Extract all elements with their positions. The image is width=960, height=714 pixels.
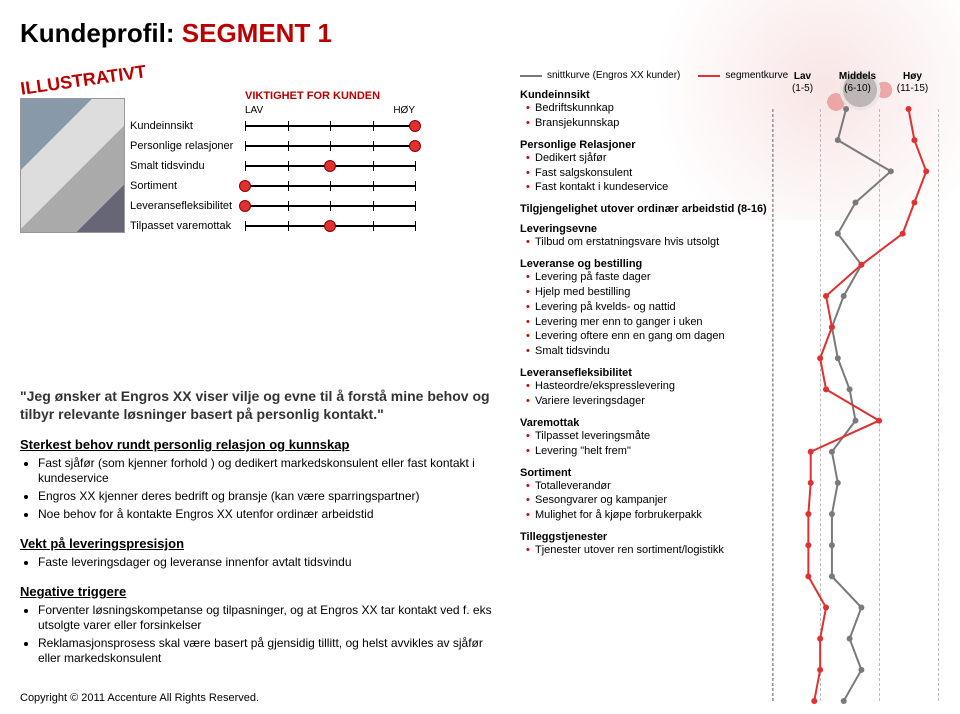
category-item: Fast salgskonsulent (526, 166, 770, 181)
importance-scale-labels: LAV HØY (245, 105, 415, 116)
category-title: Personlige Relasjoner (520, 139, 770, 151)
category-title: Kundeinnsikt (520, 89, 770, 101)
text-section: Sterkest behov rundt personlig relasjon … (20, 437, 500, 522)
illustrativt-stamp: ILLUSTRATIVT (19, 61, 147, 99)
category-item: Fast kontakt i kundeservice (526, 180, 770, 195)
category: TilleggstjenesterTjenester utover ren so… (520, 531, 770, 558)
section-heading: Sterkest behov rundt personlig relasjon … (20, 437, 500, 452)
importance-dot (324, 160, 336, 172)
category-item: Totalleverandør (526, 479, 770, 494)
section-item: Faste leveringsdager og leveranse innenf… (38, 555, 500, 570)
category-item: Sesongvarer og kampanjer (526, 493, 770, 508)
importance-row-label: Smalt tidsvindu (130, 160, 205, 172)
right-column: snittkurve (Engros XX kunder)segmentkurv… (520, 70, 940, 558)
copyright: Copyright © 2011 Accenture All Rights Re… (20, 692, 259, 704)
importance-row-label: Kundeinnsikt (130, 120, 193, 132)
range-header: Lav(1-5) (775, 71, 830, 94)
importance-dot (409, 120, 421, 132)
section-item: Reklamasjonsprosess skal være basert på … (38, 636, 500, 666)
importance-scale (245, 220, 415, 232)
category: VaremottakTilpasset leveringsmåteLeverin… (520, 417, 770, 459)
category-title: Tilgjengelighet utover ordinær arbeidsti… (520, 203, 770, 215)
category-item: Tjenester utover ren sortiment/logistikk (526, 543, 770, 558)
category-item: Mulighet for å kjøpe forbrukerpakk (526, 508, 770, 523)
category-title: Leveransefleksibilitet (520, 367, 770, 379)
importance-scale (245, 120, 415, 132)
category-item: Bedriftskunnkap (526, 101, 770, 116)
section-item: Engros XX kjenner deres bedrift og brans… (38, 489, 500, 504)
category: SortimentTotalleverandørSesongvarer og k… (520, 467, 770, 524)
category-item: Levering "helt frem" (526, 444, 770, 459)
category-title: Varemottak (520, 417, 770, 429)
category-item: Variere leveringsdager (526, 394, 770, 409)
importance-scale (245, 180, 415, 192)
importance-dot (324, 220, 336, 232)
category: KundeinnsiktBedriftskunnkapBransjekunnsk… (520, 89, 770, 131)
customer-quote: "Jeg ønsker at Engros XX viser vilje og … (20, 388, 500, 423)
importance-row-label: Tilpasset varemottak (130, 220, 231, 232)
legend-item: snittkurve (Engros XX kunder) (520, 70, 680, 81)
right-headers: Lav(1-5)Middels(6-10)Høy(11-15) (775, 71, 940, 94)
page-title: Kundeprofil: SEGMENT 1 (20, 18, 332, 49)
importance-row-label: Leveransefleksibilitet (130, 200, 232, 212)
curve-svg (773, 109, 938, 701)
segment-chart (772, 109, 937, 701)
category: Leveranse og bestillingLevering på faste… (520, 258, 770, 359)
category-item: Smalt tidsvindu (526, 344, 770, 359)
section-item: Forventer løsningskompetanse og tilpasni… (38, 603, 500, 633)
importance-scale (245, 140, 415, 152)
category-item: Levering mer enn to ganger i uken (526, 315, 770, 330)
handshake-image (20, 98, 125, 233)
section-item: Fast sjåfør (som kjenner forhold ) og de… (38, 456, 500, 486)
importance-scale (245, 160, 415, 172)
category: LeveringsevneTilbud om erstatningsvare h… (520, 223, 770, 250)
category-title: Tilleggstjenester (520, 531, 770, 543)
importance-row-label: Personlige relasjoner (130, 140, 233, 152)
text-section: Vekt på leveringspresisjon Faste levering… (20, 536, 500, 570)
text-section: Negative triggere Forventer løsningskompe… (20, 584, 500, 666)
legend-label: snittkurve (Engros XX kunder) (547, 70, 680, 81)
importance-row-label: Sortiment (130, 180, 177, 192)
title-red: SEGMENT 1 (182, 18, 332, 48)
category-item: Levering oftere enn en gang om dagen (526, 329, 770, 344)
scale-low: LAV (245, 105, 263, 116)
category: Tilgjengelighet utover ordinær arbeidsti… (520, 203, 770, 215)
importance-title: VIKTIGHET FOR KUNDEN (245, 90, 380, 102)
importance-dot (239, 200, 251, 212)
category-item: Levering på faste dager (526, 270, 770, 285)
category: Personlige RelasjonerDedikert sjåførFast… (520, 139, 770, 196)
range-header: Høy(11-15) (885, 71, 940, 94)
importance-dot (409, 140, 421, 152)
left-column: VIKTIGHET FOR KUNDEN LAV HØY Kundeinnsik… (20, 98, 500, 669)
category-item: Hjelp med bestilling (526, 285, 770, 300)
category-item: Tilbud om erstatningsvare hvis utsolgt (526, 235, 770, 250)
importance-dot (239, 180, 251, 192)
category-title: Leveringsevne (520, 223, 770, 235)
section-heading: Negative triggere (20, 584, 500, 599)
category: LeveransefleksibilitetHasteordre/ekspres… (520, 367, 770, 409)
category-item: Dedikert sjåfør (526, 151, 770, 166)
category-list: KundeinnsiktBedriftskunnkapBransjekunnsk… (520, 89, 770, 558)
section-heading: Vekt på leveringspresisjon (20, 536, 500, 551)
category-item: Tilpasset leveringsmåte (526, 429, 770, 444)
range-header: Middels(6-10) (830, 71, 885, 94)
category-title: Leveranse og bestilling (520, 258, 770, 270)
category-item: Bransjekunnskap (526, 116, 770, 131)
category-item: Levering på kvelds- og nattid (526, 300, 770, 315)
scale-high: HØY (393, 105, 415, 116)
importance-block: VIKTIGHET FOR KUNDEN LAV HØY Kundeinnsik… (20, 98, 500, 238)
right-table: Lav(1-5)Middels(6-10)Høy(11-15) Kundeinn… (520, 89, 940, 558)
category-title: Sortiment (520, 467, 770, 479)
title-prefix: Kundeprofil: (20, 18, 182, 48)
importance-scale (245, 200, 415, 212)
section-item: Noe behov for å kontakte Engros XX utenf… (38, 507, 500, 522)
category-item: Hasteordre/ekspresslevering (526, 379, 770, 394)
